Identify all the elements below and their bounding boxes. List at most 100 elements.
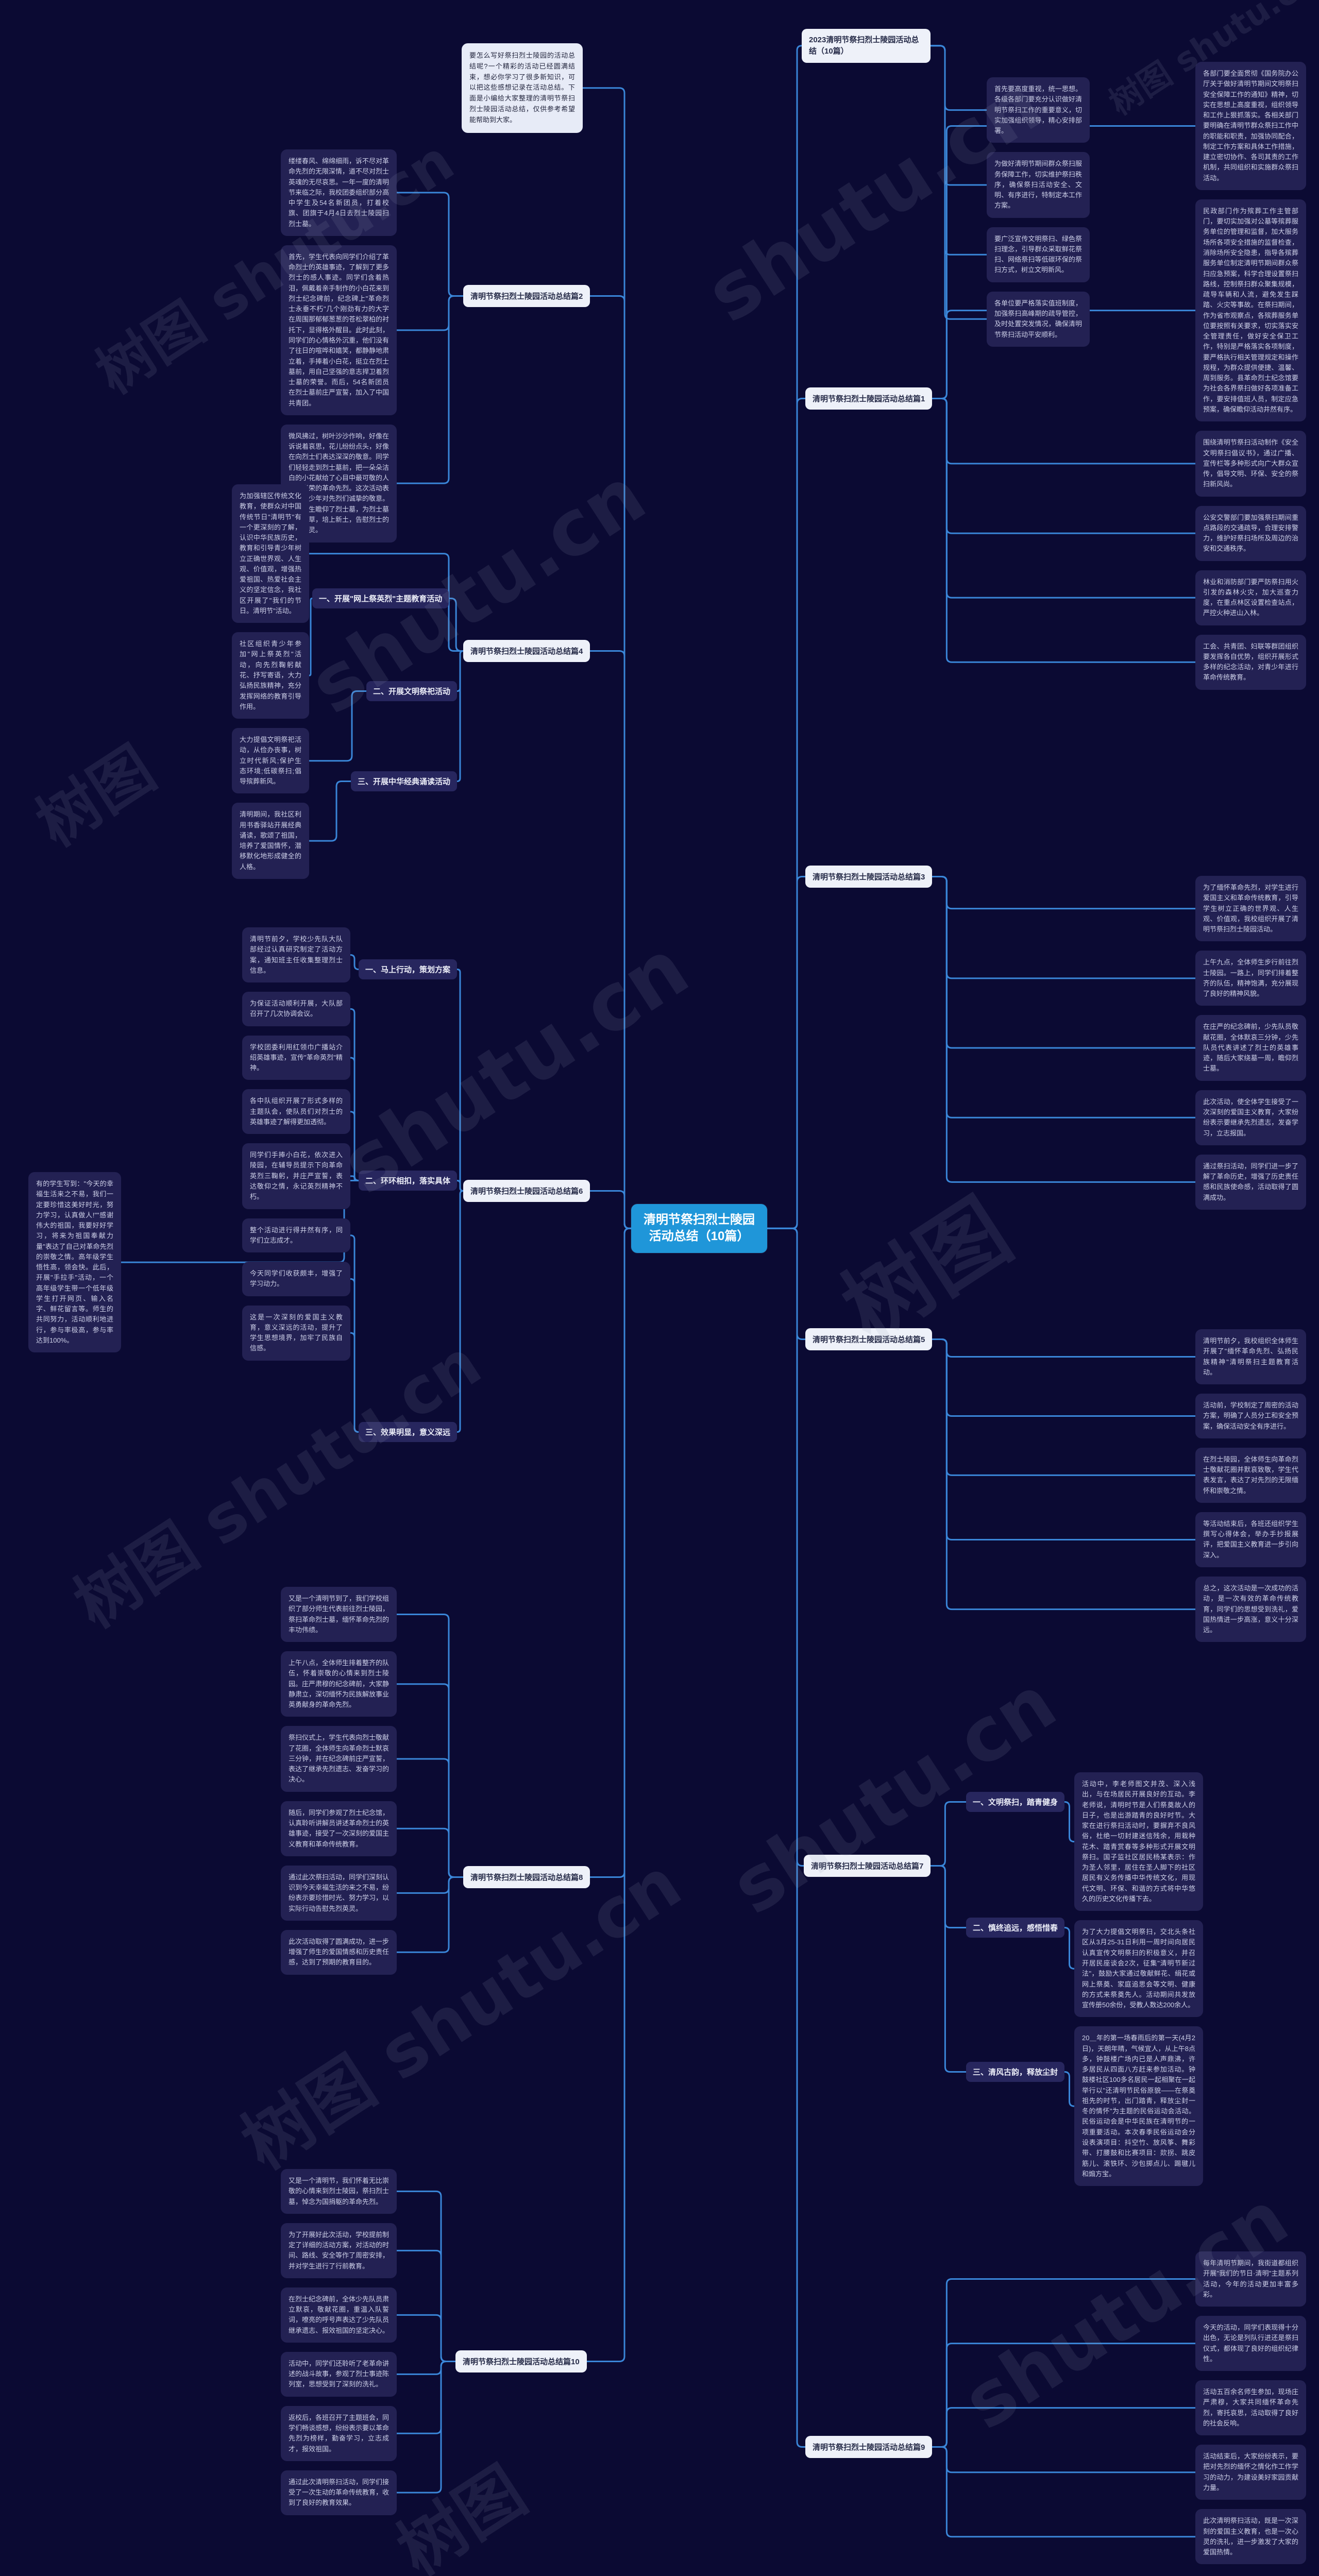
connector-p5-to-c5b5	[931, 1338, 1196, 1611]
connector-p1-to-c1b3	[931, 398, 1196, 465]
paragraph-node-c10b1[interactable]: 又是一个清明节，我们怀着无比崇敬的心情来到烈士陵园，祭扫烈士墓，悼念为国捐躯的革…	[281, 2169, 397, 2214]
sub-topic-s43[interactable]: 三、开展中华经典诵读活动	[351, 771, 458, 791]
paragraph-node-c1b6[interactable]: 工会、共青团、妇联等群团组织要发挥各自优势，组织开展形式多样的纪念活动，对青少年…	[1195, 634, 1306, 690]
connector-p8-to-c8b5	[396, 1876, 464, 1894]
paragraph-node-c6b1[interactable]: 清明节前夕，学校少先队大队部经过认真研究制定了活动方案，通知班主任收集整理烈士信…	[242, 927, 350, 983]
sub-topic-s71[interactable]: 一、文明祭扫，踏青健身	[966, 1792, 1065, 1812]
paragraph-node-c8b5[interactable]: 通过此次祭扫活动，同学们深刻认识到今天幸福生活的来之不易，纷纷表示要珍惜时光、努…	[281, 1865, 397, 1921]
connector-s62-to-c6b4	[349, 1111, 360, 1181]
sub-topic-s61[interactable]: 一、马上行动，策划方案	[359, 959, 458, 979]
paragraph-node-c3b1[interactable]: 为了缅怀革命先烈，对学生进行爱国主义和革命传统教育，引导学生树立正确的世界观、人…	[1195, 876, 1306, 942]
paragraph-node-farleft[interactable]: 有的学生写到："今天的幸福生活来之不易，我们一定要珍惜这美好时光，努力学习，认真…	[28, 1172, 121, 1353]
paragraph-node-c4b4[interactable]: 清明期间，我社区利用书香驿站开展经典诵读，歌颂了祖国，培养了爱国情怀，潜移默化地…	[232, 803, 309, 879]
paragraph-node-c9b3[interactable]: 活动五百余名师生参加，现场庄严肃穆，大家共同缅怀革命先烈，寄托哀思，活动取得了良…	[1195, 2380, 1306, 2436]
sub-topic-s72[interactable]: 二、慎终追远，感悟惜春	[966, 1918, 1065, 1938]
paragraph-column-c4: 为加强辖区传统文化教育，使群众对中国传统节日"清明节"有一个更深刻的了解，认识中…	[232, 484, 309, 879]
connector-p2023-to-c0b2	[929, 45, 988, 186]
paragraph-node-c2b2[interactable]: 首先，学生代表向同学们介绍了革命烈士的英雄事迹，了解到了更多烈士的感人事迹。同学…	[281, 245, 397, 415]
paragraph-node-c3b3[interactable]: 在庄严的纪念碑前，少先队员敬献花圈，全体默哀三分钟，少先队员代表讲述了烈士的英雄…	[1195, 1015, 1306, 1081]
branch-label-p9[interactable]: 清明节祭扫烈士陵园活动总结篇9	[805, 2436, 933, 2458]
branch-label-p7[interactable]: 清明节祭扫烈士陵园活动总结篇7	[804, 1855, 931, 1877]
paragraph-node-c5b2[interactable]: 活动前，学校制定了周密的活动方案，明确了人员分工和安全预案，确保活动安全有序进行…	[1195, 1394, 1306, 1438]
paragraph-node-c6b5[interactable]: 同学们手捧小白花，依次进入陵园，在辅导员提示下向革命英烈三鞠躬，并庄严宣誓，表达…	[242, 1143, 350, 1209]
connector-p10-to-c10b3	[396, 2314, 456, 2362]
branch-label-p8[interactable]: 清明节祭扫烈士陵园活动总结篇8	[463, 1866, 590, 1888]
paragraph-node-c1b3[interactable]: 围绕清明节祭扫活动制作《安全文明祭扫倡议书》，通过广播、宣传栏等多种形式向广大群…	[1195, 431, 1306, 497]
paragraph-node-c10b6[interactable]: 通过此次清明祭扫活动，同学们接受了一次生动的革命传统教育，收到了良好的教育效果。	[281, 2470, 397, 2515]
branch-label-p2[interactable]: 清明节祭扫烈士陵园活动总结篇2	[463, 285, 590, 307]
branch-label-p6[interactable]: 清明节祭扫烈士陵园活动总结篇6	[463, 1180, 590, 1202]
connector-p4-to-s41	[448, 598, 464, 652]
branch-label-p4[interactable]: 清明节祭扫烈士陵园活动总结篇4	[463, 640, 590, 662]
intro-note[interactable]: 要怎么写好祭扫烈士陵园的活动总结呢?一个精彩的活动已经圆满结束，想必你学习了很多…	[462, 43, 583, 133]
connector-s63-to-c6b8	[349, 1332, 360, 1433]
connector-p3-to-c3b2	[931, 876, 1196, 979]
paragraph-node-c6b8[interactable]: 这是一次深刻的爱国主义教育，意义深远的活动，提升了学生思想境界，加牢了民族自信感…	[242, 1305, 350, 1361]
paragraph-node-c8b6[interactable]: 此次活动取得了圆满成功，进一步增强了师生的爱国情感和历史责任感，达到了预期的教育…	[281, 1929, 397, 1975]
paragraph-node-c4b1[interactable]: 为加强辖区传统文化教育，使群众对中国传统节日"清明节"有一个更深刻的了解，认识中…	[232, 484, 309, 623]
branch-label-p2023[interactable]: 2023清明节祭扫烈士陵园活动总结（10篇）	[802, 29, 931, 63]
paragraph-node-c1b1[interactable]: 各部门要全面贯彻《国务院办公厅关于做好清明节期间文明祭扫安全保障工作的通知》精神…	[1195, 62, 1306, 190]
connector-p8-to-c8b4	[396, 1827, 464, 1878]
connector-p10-to-c10b1	[396, 2190, 456, 2362]
paragraph-node-c1b2[interactable]: 民政部门作为殡葬工作主管部门，要切实加强对公墓等殡葬服务单位的管理和监督，加大服…	[1195, 199, 1306, 422]
sub-topic-s42[interactable]: 二、开展文明祭祀活动	[366, 681, 458, 701]
connector-p5-to-c5b2	[931, 1338, 1196, 1417]
paragraph-node-c9b1[interactable]: 每年清明节期间，我街道都组织开展"我们的节日·清明"主题系列活动，今年的活动更加…	[1195, 2251, 1306, 2307]
connector-s41-to-c4b2	[308, 598, 313, 676]
branch-label-p3[interactable]: 清明节祭扫烈士陵园活动总结篇3	[805, 866, 933, 888]
paragraph-node-c0b1[interactable]: 首先要高度重视，统一思想。各级各部门要充分认识做好清明节祭扫工作的重要意义，切实…	[987, 77, 1090, 143]
paragraph-column-c3: 为了缅怀革命先烈，对学生进行爱国主义和革命传统教育，引导学生树立正确的世界观、人…	[1195, 876, 1306, 1210]
connector-p2-to-c2b3	[396, 295, 464, 484]
paragraph-node-c9b2[interactable]: 今天的活动，同学们表现得十分出色，无论是列队行进还是祭扫仪式，都体现了良好的组织…	[1195, 2316, 1306, 2371]
paragraph-node-c6b3[interactable]: 学校团委利用红领巾广播站介绍英雄事迹，宣传"革命英烈"精神。	[242, 1035, 350, 1080]
branch-label-p1[interactable]: 清明节祭扫烈士陵园活动总结篇1	[805, 387, 933, 410]
paragraph-node-c9b5[interactable]: 此次清明祭扫活动，既是一次深刻的爱国主义教育，也是一次心灵的洗礼，进一步激发了大…	[1195, 2509, 1306, 2565]
connector-p8-to-c8b6	[396, 1876, 464, 1953]
paragraph-column-c9: 每年清明节期间，我街道都组织开展"我们的节日·清明"主题系列活动，今年的活动更加…	[1195, 2251, 1306, 2565]
sub-topic-s73[interactable]: 三、清风古韵，释放尘封	[966, 2062, 1065, 2082]
connector-p8-to-c8b1	[396, 1614, 464, 1878]
paragraph-node-c10b3[interactable]: 在烈士纪念碑前，全体少先队员肃立默哀，敬献花圈，重温入队誓词，嘹亮的呼号声表达了…	[281, 2287, 397, 2343]
connector-root-to-p7	[766, 1227, 805, 1867]
paragraph-node-c7b2[interactable]: 为了大力提倡文明祭扫，交北头条社区从3月25-31日利用一周时间向居民认真宣传文…	[1074, 1920, 1203, 2018]
paragraph-node-c7b3[interactable]: 20＿年的第一场春雨后的第一天(4月2日)，天朗年晴，气候宜人，从上午8点多，钟…	[1074, 2026, 1203, 2187]
paragraph-node-c10b2[interactable]: 为了开展好此次活动，学校提前制定了详细的活动方案，对活动的时间、路线、安全等作了…	[281, 2223, 397, 2278]
connector-p3-to-c3b3	[931, 876, 1196, 1049]
paragraph-node-c4b2[interactable]: 社区组织青少年参加"网上祭英烈"活动，向先烈鞠躬献花、抒写寄语，大力弘扬民族精神…	[232, 632, 309, 719]
paragraph-node-c6b6[interactable]: 整个活动进行得井然有序，同学们立志成才。	[242, 1218, 350, 1253]
paragraph-node-c8b1[interactable]: 又是一个清明节到了，我们学校组织了部分师生代表前往烈士陵园，祭扫革命烈士墓，缅怀…	[281, 1587, 397, 1642]
branch-label-p10[interactable]: 清明节祭扫烈士陵园活动总结篇10	[455, 2350, 587, 2372]
paragraph-node-c5b3[interactable]: 在烈士陵园，全体师生向革命烈士敬献花圈并默哀致敬，学生代表发言，表达了对先烈的无…	[1195, 1447, 1306, 1503]
paragraph-node-c3b4[interactable]: 此次活动，使全体学生接受了一次深刻的爱国主义教育，大家纷纷表示要继承先烈遗志，发…	[1195, 1090, 1306, 1145]
paragraph-node-c9b4[interactable]: 活动结束后，大家纷纷表示，要把对先烈的缅怀之情化作工作学习的动力，为建设美好家园…	[1195, 2445, 1306, 2500]
paragraph-node-c8b2[interactable]: 上午八点，全体师生排着整齐的队伍，怀着崇敬的心情来到烈士陵园。庄严肃穆的纪念碑前…	[281, 1651, 397, 1717]
paragraph-node-c5b5[interactable]: 总之，这次活动是一次成功的活动，是一次有效的革命传统教育，同学们的思想受到洗礼，…	[1195, 1576, 1306, 1642]
paragraph-node-c10b5[interactable]: 返校后，各班召开了主题班会，同学们畅谈感想，纷纷表示要以革命先烈为榜样，勤奋学习…	[281, 2405, 397, 2461]
sub-topic-s41[interactable]: 一、开展"网上祭英烈"主题教育活动	[312, 588, 449, 608]
paragraph-node-c0b3[interactable]: 要广泛宣传文明祭扫、绿色祭扫理念，引导群众采取鲜花祭扫、网络祭扫等低碳环保的祭扫…	[987, 227, 1090, 282]
branch-label-p5[interactable]: 清明节祭扫烈士陵园活动总结篇5	[805, 1328, 933, 1350]
paragraph-node-c4b3[interactable]: 大力提倡文明祭祀活动，从俭办丧事，树立时代新风;保护生态环境;低碳祭扫;倡导殡葬…	[232, 728, 309, 794]
sub-topic-s62[interactable]: 二、环环相扣，落实具体	[359, 1171, 458, 1191]
paragraph-node-c2b1[interactable]: 缕缕春风、绵绵细雨，诉不尽对革命先烈的无限深情，道不尽对烈士英魂的无尽哀思。一年…	[281, 149, 397, 236]
paragraph-node-c5b4[interactable]: 等活动结束后，各班还组织学生撰写心得体会，举办手抄报展评，把爱国主义教育进一步引…	[1195, 1512, 1306, 1567]
paragraph-node-c8b3[interactable]: 祭扫仪式上，学生代表向烈士敬献了花圈，全体师生向革命烈士默哀三分钟，并在纪念碑前…	[281, 1726, 397, 1792]
paragraph-node-c6b2[interactable]: 为保证活动顺利开展，大队部召开了几次协调会议。	[242, 992, 350, 1026]
sub-topic-s63[interactable]: 三、效果明显，意义深远	[359, 1422, 458, 1442]
mindmap-root-topic[interactable]: 清明节祭扫烈士陵园活动总结（10篇）	[631, 1204, 767, 1253]
paragraph-node-c8b4[interactable]: 随后，同学们参观了烈士纪念馆，认真聆听讲解员讲述革命烈士的英雄事迹，接受了一次深…	[281, 1801, 397, 1856]
paragraph-node-c0b4[interactable]: 各单位要严格落实值班制度，加强祭扫高峰期的疏导管控，及时处置突发情况，确保清明节…	[987, 291, 1090, 347]
paragraph-node-c10b4[interactable]: 活动中，同学们还聆听了老革命讲述的战斗故事，参观了烈士事迹陈列室，思想受到了深刻…	[281, 2351, 397, 2397]
paragraph-node-c0b2[interactable]: 为做好清明节期间群众祭扫服务保障工作，切实维护祭扫秩序，确保祭扫活动安全、文明、…	[987, 152, 1090, 218]
paragraph-node-c3b2[interactable]: 上午九点，全体师生步行前往烈士陵园。一路上，同学们排着整齐的队伍，精神饱满，充分…	[1195, 951, 1306, 1006]
paragraph-node-c6b7[interactable]: 今天同学们收获颇丰，增强了学习动力。	[242, 1262, 350, 1296]
paragraph-node-c7b1[interactable]: 活动中，李老师图文并茂、深入浅出，与在场居民开展良好的互动。李老师说，清明时节是…	[1074, 1772, 1203, 1911]
paragraph-node-c3b5[interactable]: 通过祭扫活动，同学们进一步了解了革命历史，增强了历史责任感和民族使命感，活动取得…	[1195, 1154, 1306, 1210]
connector-p10-to-c10b5	[396, 2361, 456, 2434]
connector-s72-to-c7b2	[1063, 1927, 1075, 1970]
paragraph-node-c1b4[interactable]: 公安交警部门要加强祭扫期间重点路段的交通疏导，合理安排警力，维护好祭扫场所及周边…	[1195, 505, 1306, 561]
paragraph-node-c6b4[interactable]: 各中队组织开展了形式多样的主题队会，使队员们对烈士的英雄事迹了解得更加透彻。	[242, 1089, 350, 1134]
paragraph-node-c5b1[interactable]: 清明节前夕，我校组织全体师生开展了"缅怀革命先烈、弘扬民族精神"清明祭扫主题教育…	[1195, 1329, 1306, 1385]
paragraph-node-c1b5[interactable]: 林业和消防部门要严防祭扫用火引发的森林火灾，加大巡查力度，在重点林区设置检查站点…	[1195, 570, 1306, 625]
